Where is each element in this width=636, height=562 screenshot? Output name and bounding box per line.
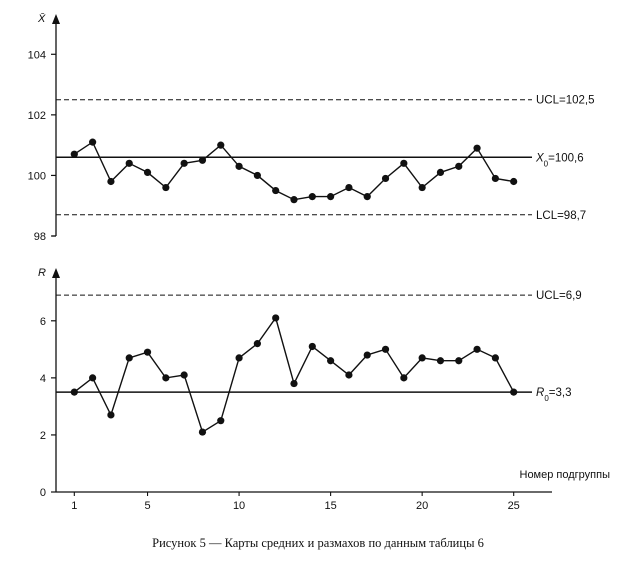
data-point [473,144,481,152]
data-point [217,141,225,149]
center-line-label: X0=100,6 [535,152,584,168]
data-point [290,379,298,388]
data-point [89,138,97,146]
mean-chart: X̄ 98 100 102 104 UCL=102,5 X0=100,6 LCL=98,7 [28,12,595,243]
y-tick-label: 104 [28,49,46,61]
y-tick-label: 6 [40,316,46,328]
data-point [272,314,280,322]
data-point [107,177,115,186]
x-tick-label: 20 [416,500,428,512]
control-limit-label: UCL=102,5 [536,95,595,107]
data-point [143,168,152,176]
y-tick-label: 102 [28,110,46,122]
data-point [308,342,316,351]
data-point [418,354,426,362]
data-point [308,193,316,201]
data-point [345,183,353,192]
data-point [345,371,353,379]
figure-caption: Рисунок 5 — Карты средних и размахов по … [152,536,484,550]
data-point [235,162,243,170]
x-tick-label: 15 [324,500,336,512]
control-limit-label: LCL=98,7 [536,210,586,222]
y-tick-label: 98 [34,231,46,243]
data-point [235,354,243,362]
data-point [455,162,463,170]
data-point [418,183,426,192]
data-point [180,159,188,167]
data-point [473,345,481,353]
y-tick-label: 2 [40,430,46,442]
data-point [89,374,97,382]
data-point [125,159,133,167]
y-axis-arrow [52,14,60,24]
x-tick-label: 10 [233,500,245,512]
series-line [73,316,515,434]
y-tick-label: 100 [28,170,46,182]
data-point [125,354,133,362]
x-tick-label: 5 [144,500,150,512]
data-point [363,351,371,359]
control-limit-label: UCL=6,9 [536,290,582,302]
data-point [363,193,371,201]
data-point [491,174,499,183]
data-point [198,156,207,164]
y-tick-label: 4 [40,373,46,385]
y-axis-arrow [52,268,60,278]
data-point [253,171,261,180]
data-point [70,388,78,396]
series-line [73,141,514,201]
data-point [400,159,408,167]
x-tick-label: 25 [508,500,520,512]
data-point [436,168,445,176]
center-line-label: R0=3,3 [536,387,571,403]
data-point [327,357,335,365]
data-point [400,374,408,382]
data-point [327,193,335,201]
data-point [510,177,518,186]
data-point [162,374,170,382]
data-point [162,183,170,192]
data-point [381,174,390,183]
data-point [455,357,463,365]
x-tick-label: 1 [71,500,77,512]
data-point [107,411,115,419]
data-point [253,340,261,348]
data-point [198,428,207,436]
y-axis-label: R [38,267,46,279]
data-point [491,354,499,362]
data-point [381,345,390,353]
data-point [143,348,152,356]
data-point [436,357,445,365]
data-point [217,417,225,425]
y-tick-label: 0 [40,487,46,499]
data-point [510,388,518,396]
y-axis-label: X̄ [37,12,46,25]
data-point [290,196,298,204]
data-point [180,371,188,379]
data-point [70,150,78,158]
x-axis-label: Номер подгруппы [520,469,611,481]
data-point [272,186,280,195]
